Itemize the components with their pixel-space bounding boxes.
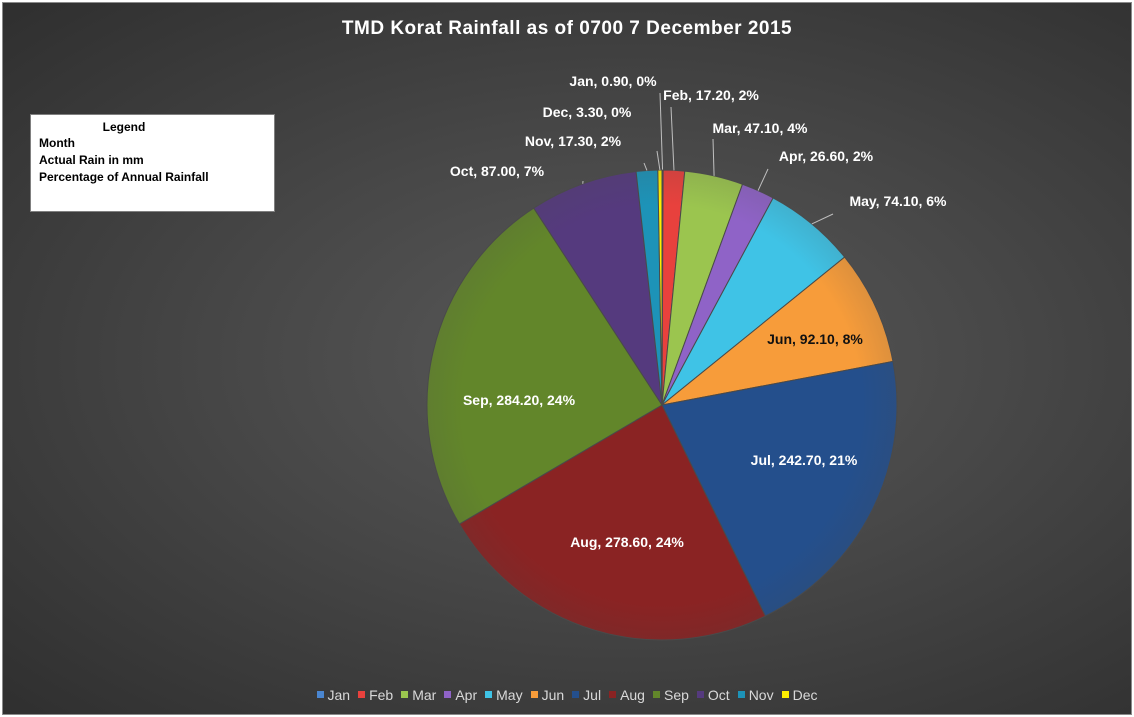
legend-box-line-rain: Actual Rain in mm [39,153,144,167]
legend-swatch-apr [444,691,452,698]
leader-line-feb [670,106,675,171]
legend-label-feb: Feb [369,687,394,703]
legend-item-may: May [485,687,523,703]
legend-label-nov: Nov [748,687,774,703]
legend-explanation-box: Legend Month Actual Rain in mm Percentag… [30,114,275,212]
pie-slice-jul [661,360,898,617]
legend-swatch-may [485,691,493,698]
pie-slice-aug [458,404,766,641]
legend-item-feb: Feb [358,687,393,703]
legend-label-apr: Apr [455,687,478,703]
data-label-apr: Apr, 26.60, 2% [779,148,874,164]
legend-swatch-feb [358,691,366,698]
legend-label-aug: Aug [620,687,645,703]
legend-item-jan: Jan [316,687,351,703]
leader-line-dec [656,150,661,171]
leader-line-nov [643,162,648,171]
data-label-jan: Jan, 0.90, 0% [569,73,657,89]
leader-line-mar [712,138,715,176]
legend-label-mar: Mar [412,687,437,703]
data-label-oct: Oct, 87.00, 7% [450,163,545,179]
data-label-may: May, 74.10, 6% [849,193,947,209]
legend-swatch-sep [652,691,660,698]
legend-swatch-aug [609,691,617,698]
legend-box-line-month: Month [39,136,75,150]
legend-item-mar: Mar [401,687,436,703]
legend-swatch-jan [316,691,324,698]
legend-label-dec: Dec [792,687,818,703]
legend-label-sep: Sep [663,687,689,703]
chart-legend: Jan Feb Mar Apr May Jun Jul Aug Sep Oct Nov Dec [3,687,1131,703]
data-label-jun: Jun, 92.10, 8% [767,331,863,347]
data-label-aug: Aug, 278.60, 24% [570,534,684,550]
legend-item-apr: Apr [444,687,477,703]
legend-label-may: May [496,687,523,703]
legend-label-oct: Oct [707,687,730,703]
legend-item-jul: Jul [572,687,601,703]
legend-item-aug: Aug [609,687,645,703]
legend-swatch-mar [401,691,409,698]
legend-box-line-percentage: Percentage of Annual Rainfall [39,170,209,184]
pie-chart: Jan, 0.90, 0% Feb, 17.20, 2% Mar, 47.10, 4… [426,73,947,641]
leader-line-apr [757,168,769,191]
legend-item-jun: Jun [530,687,565,703]
data-label-dec: Dec, 3.30, 0% [543,104,632,120]
pie-slice-oct [533,170,663,406]
legend-swatch-jul [572,691,580,698]
legend-label-jun: Jun [541,687,565,703]
legend-swatch-jun [530,691,538,698]
data-label-nov: Nov, 17.30, 2% [525,133,622,149]
legend-swatch-nov [737,691,745,698]
pie-slice-sep [426,207,663,525]
data-label-jul: Jul, 242.70, 21% [751,452,858,468]
pie-slice-dec [657,169,663,406]
legend-label-jan: Jan [327,687,351,703]
legend-box-heading: Legend [102,120,146,134]
legend-label-jul: Jul [583,687,602,703]
legend-item-nov: Nov [737,687,774,703]
leader-line-jan [659,92,664,171]
legend-swatch-oct [696,691,704,698]
data-label-mar: Mar, 47.10, 4% [713,120,809,136]
data-label-sep: Sep, 284.20, 24% [463,392,576,408]
legend-item-sep: Sep [652,687,689,703]
legend-item-dec: Dec [781,687,818,703]
chart-title: TMD Korat Rainfall as of 0700 7 December… [341,18,793,39]
legend-item-oct: Oct [696,687,730,703]
pie-slice-jun [661,256,894,406]
legend-swatch-dec [781,691,789,698]
leader-line-may [811,213,834,225]
data-label-feb: Feb, 17.20, 2% [663,87,759,103]
